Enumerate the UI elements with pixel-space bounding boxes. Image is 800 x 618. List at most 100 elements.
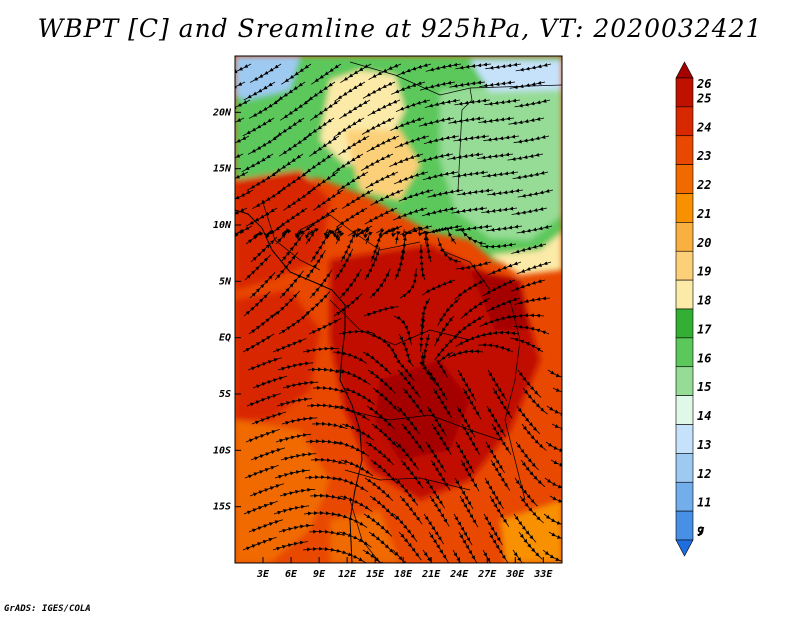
streamline xyxy=(368,63,402,80)
streamline xyxy=(549,495,562,505)
streamline xyxy=(337,171,369,192)
streamline xyxy=(454,279,486,300)
streamline xyxy=(422,279,456,296)
streamline xyxy=(394,135,430,149)
streamline xyxy=(480,242,517,249)
streamline xyxy=(334,248,354,281)
lon-tick-label: 15E xyxy=(366,569,385,580)
lon-tick-label: 30E xyxy=(505,569,525,580)
streamline xyxy=(487,261,522,276)
lat-tick-label: 15N xyxy=(213,164,232,175)
streamline xyxy=(512,170,549,180)
streamline xyxy=(486,297,521,312)
streamline xyxy=(478,116,515,124)
streamline xyxy=(367,99,401,117)
colorbar-label: 12 xyxy=(697,467,711,481)
streamline xyxy=(517,188,554,198)
streamline xyxy=(310,457,347,465)
streamline xyxy=(339,268,362,299)
streamline xyxy=(302,546,339,552)
streamline xyxy=(478,342,514,353)
streamline xyxy=(489,495,510,527)
colorbar-swatch xyxy=(675,135,694,165)
streamline xyxy=(417,152,454,163)
streamline xyxy=(235,225,253,237)
streamline xyxy=(429,495,450,527)
streamline xyxy=(422,549,441,563)
streamline xyxy=(457,188,494,196)
streamline xyxy=(510,337,544,353)
streamline xyxy=(482,549,500,563)
streamline xyxy=(459,495,479,528)
streamline xyxy=(235,189,254,205)
streamline xyxy=(364,477,394,502)
colorbar-label: 25 xyxy=(696,91,711,105)
streamline xyxy=(272,338,307,353)
colorbar-label: 20 xyxy=(696,236,711,250)
streamline xyxy=(309,269,333,299)
streamline xyxy=(392,207,428,221)
lon-tick-label: 21E xyxy=(421,569,441,580)
streamline xyxy=(311,63,342,85)
streamlines xyxy=(235,62,562,563)
colorbar-label: 7 xyxy=(697,525,705,539)
streamline xyxy=(337,369,371,386)
streamline xyxy=(421,206,458,217)
streamline xyxy=(309,493,346,501)
latitude-axis: 20N 15N 10N 5N EQ 5S 10S 15S xyxy=(212,107,241,513)
streamline xyxy=(279,487,316,497)
streamline xyxy=(461,423,481,456)
streamline xyxy=(249,272,276,299)
streamline xyxy=(341,423,375,441)
streamline xyxy=(245,429,280,443)
streamline xyxy=(483,330,520,336)
streamline xyxy=(448,116,485,124)
streamline xyxy=(333,293,363,317)
colorbar-swatch xyxy=(675,193,694,223)
streamline xyxy=(419,244,426,281)
streamline xyxy=(332,350,367,364)
streamline xyxy=(332,548,367,563)
streamline xyxy=(487,188,524,196)
streamline xyxy=(275,228,292,245)
lat-tick-label: EQ xyxy=(219,333,231,344)
streamline xyxy=(396,63,432,76)
streamline xyxy=(248,311,278,335)
colorbar-swatch xyxy=(675,77,694,108)
streamline xyxy=(361,117,395,135)
streamline xyxy=(235,81,246,96)
streamline xyxy=(516,261,552,275)
streamline xyxy=(265,225,283,239)
streamline xyxy=(449,80,486,88)
streamline xyxy=(395,99,431,112)
streamline xyxy=(333,512,368,528)
streamline xyxy=(509,80,546,90)
streamline xyxy=(488,531,509,563)
streamline xyxy=(422,170,459,181)
streamline xyxy=(362,351,392,375)
streamline xyxy=(551,423,562,432)
colorbar-label: 13 xyxy=(697,438,711,452)
streamline xyxy=(333,117,365,138)
colorbar-label: 23 xyxy=(696,149,711,163)
streamline xyxy=(340,459,374,477)
streamline xyxy=(305,81,336,103)
streamline xyxy=(427,188,464,198)
streamline xyxy=(338,135,370,156)
streamline xyxy=(360,153,394,171)
streamline xyxy=(479,314,515,327)
streamline xyxy=(235,99,251,114)
streamline xyxy=(251,411,287,425)
streamline xyxy=(518,531,543,560)
streamline xyxy=(235,207,248,222)
streamline xyxy=(249,483,285,497)
streamline xyxy=(490,459,511,491)
longitude-axis: 3E 6E 9E 12E 15E 18E 21E 24E 27E 30E 33E xyxy=(256,557,553,580)
streamline xyxy=(242,536,277,551)
streamline xyxy=(399,495,423,525)
streamline xyxy=(334,81,366,102)
lon-tick-label: 18E xyxy=(394,569,413,580)
page-title: WBPT [C] and Sreamline at 925hPa, VT: 20… xyxy=(37,14,763,43)
